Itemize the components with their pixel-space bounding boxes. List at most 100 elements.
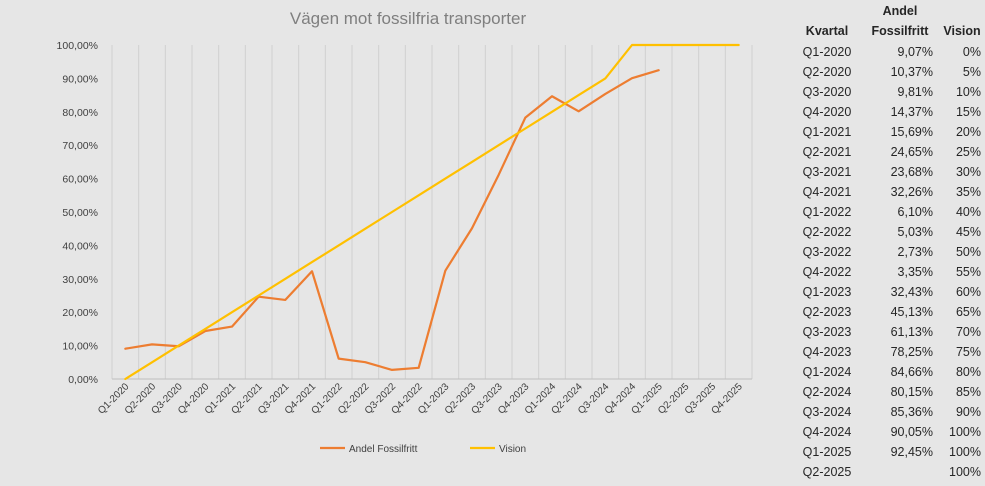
cell-quarter: Q2-2023: [802, 305, 852, 319]
cell-vision: 40%: [955, 205, 981, 219]
cell-andel: 24,65%: [890, 145, 933, 159]
cell-vision: 85%: [955, 385, 981, 399]
cell-quarter: Q1-2023: [802, 285, 852, 299]
table-row: Q1-2022 6,10% 40%: [793, 202, 985, 222]
cell-vision: 5%: [962, 65, 981, 79]
table-row: Q3-2023 61,13% 70%: [793, 322, 985, 342]
cell-vision: 0%: [962, 45, 981, 59]
cell-vision: 10%: [955, 85, 981, 99]
cell-quarter: Q1-2021: [802, 125, 852, 139]
cell-vision: 55%: [955, 265, 981, 279]
series-line-andel-fossilfritt: [124, 69, 660, 371]
y-tick-label: 30,00%: [62, 274, 98, 286]
table-row: Q1-2023 32,43% 60%: [793, 282, 985, 302]
cell-vision: 70%: [955, 325, 981, 339]
cell-andel: 90,05%: [890, 425, 933, 439]
cell-quarter: Q4-2021: [802, 185, 852, 199]
cell-andel: 80,15%: [890, 385, 933, 399]
cell-quarter: Q2-2024: [802, 385, 852, 399]
cell-andel: 14,37%: [890, 105, 933, 119]
table-row: Q2-2024 80,15% 85%: [793, 382, 985, 402]
cell-andel: 32,43%: [890, 285, 933, 299]
header-quarter: Kvartal: [805, 24, 849, 38]
cell-vision: 25%: [955, 145, 981, 159]
cell-quarter: Q3-2023: [802, 325, 852, 339]
y-tick-label: 50,00%: [62, 207, 98, 219]
cell-andel: 23,68%: [890, 165, 933, 179]
cell-vision: 100%: [949, 425, 981, 439]
table-row: Q1-2024 84,66% 80%: [793, 362, 985, 382]
cell-quarter: Q2-2025: [802, 465, 852, 479]
cell-quarter: Q3-2021: [802, 165, 852, 179]
table-row: Q1-2020 9,07% 0%: [793, 42, 985, 62]
cell-andel: 6,10%: [897, 205, 933, 219]
chart-title: Vägen mot fossilfria transporter: [290, 9, 527, 28]
table-row: Q3-2024 85,36% 90%: [793, 402, 985, 422]
series-lines: [124, 43, 740, 381]
cell-quarter: Q1-2025: [802, 445, 852, 459]
cell-andel: 2,73%: [897, 245, 933, 259]
table-row: Q4-2023 78,25% 75%: [793, 342, 985, 362]
legend: Andel Fossilfritt Vision: [320, 444, 526, 455]
x-axis: Q1-2020Q2-2020Q3-2020Q4-2020Q1-2021Q2-20…: [96, 378, 752, 417]
header-andel-line2: Fossilfritt: [871, 24, 929, 38]
cell-vision: 30%: [955, 165, 981, 179]
cell-andel: 9,81%: [897, 85, 933, 99]
cell-quarter: Q1-2022: [802, 205, 852, 219]
cell-vision: 75%: [955, 345, 981, 359]
cell-vision: 65%: [955, 305, 981, 319]
y-tick-label: 90,00%: [62, 73, 98, 85]
table-row: Q1-2021 15,69% 20%: [793, 122, 985, 142]
cell-vision: 35%: [955, 185, 981, 199]
header-spacer: [793, 2, 861, 20]
cell-andel: 45,13%: [890, 305, 933, 319]
cell-andel: 92,45%: [890, 445, 933, 459]
cell-quarter: Q4-2023: [802, 345, 852, 359]
cell-andel: 5,03%: [897, 225, 933, 239]
cell-andel: 85,36%: [890, 405, 933, 419]
table-row: Q1-2025 92,45% 100%: [793, 442, 985, 462]
cell-vision: 45%: [955, 225, 981, 239]
table-row: Q4-2021 32,26% 35%: [793, 182, 985, 202]
table-row: Q4-2020 14,37% 15%: [793, 102, 985, 122]
legend-label: Vision: [499, 444, 526, 455]
cell-andel: 15,69%: [890, 125, 933, 139]
cell-quarter: Q3-2024: [802, 405, 852, 419]
legend-label: Andel Fossilfritt: [349, 444, 418, 455]
cell-quarter: Q1-2020: [802, 45, 852, 59]
table-row: Q2-2021 24,65% 25%: [793, 142, 985, 162]
cell-quarter: Q3-2020: [802, 85, 852, 99]
table-row: Q3-2022 2,73% 50%: [793, 242, 985, 262]
cell-andel: 61,13%: [890, 325, 933, 339]
cell-vision: 60%: [955, 285, 981, 299]
series-line-vision: [124, 43, 740, 381]
cell-andel: 78,25%: [890, 345, 933, 359]
cell-vision: 100%: [949, 445, 981, 459]
cell-vision: 80%: [955, 365, 981, 379]
table-row: Q2-2023 45,13% 65%: [793, 302, 985, 322]
cell-quarter: Q3-2022: [802, 245, 852, 259]
cell-quarter: Q4-2022: [802, 265, 852, 279]
table-row: Q3-2020 9,81% 10%: [793, 82, 985, 102]
header-andel-line1: Andel: [882, 4, 918, 18]
cell-andel: 84,66%: [890, 365, 933, 379]
y-tick-label: 100,00%: [57, 40, 98, 52]
header-vision: Vision: [943, 24, 981, 38]
cell-vision: 50%: [955, 245, 981, 259]
cell-andel: 3,35%: [897, 265, 933, 279]
cell-vision: 20%: [955, 125, 981, 139]
chart-area: Vägen mot fossilfria transporter 0,00% 10…: [57, 9, 753, 455]
table-row: Q4-2024 90,05% 100%: [793, 422, 985, 442]
cell-quarter: Q4-2020: [802, 105, 852, 119]
table-row: Q2-2020 10,37% 5%: [793, 62, 985, 82]
table-row: Q4-2022 3,35% 55%: [793, 262, 985, 282]
y-tick-label: 0,00%: [68, 374, 98, 386]
cell-quarter: Q1-2024: [802, 365, 852, 379]
header-spacer-2: [939, 2, 985, 20]
cell-quarter: Q2-2021: [802, 145, 852, 159]
table-body: Q1-2020 9,07% 0% Q2-2020 10,37% 5% Q3-2020 9,81…: [793, 42, 985, 482]
table-row: Q2-2022 5,03% 45%: [793, 222, 985, 242]
cell-vision: 15%: [955, 105, 981, 119]
cell-andel: 32,26%: [890, 185, 933, 199]
y-tick-label: 70,00%: [62, 140, 98, 152]
